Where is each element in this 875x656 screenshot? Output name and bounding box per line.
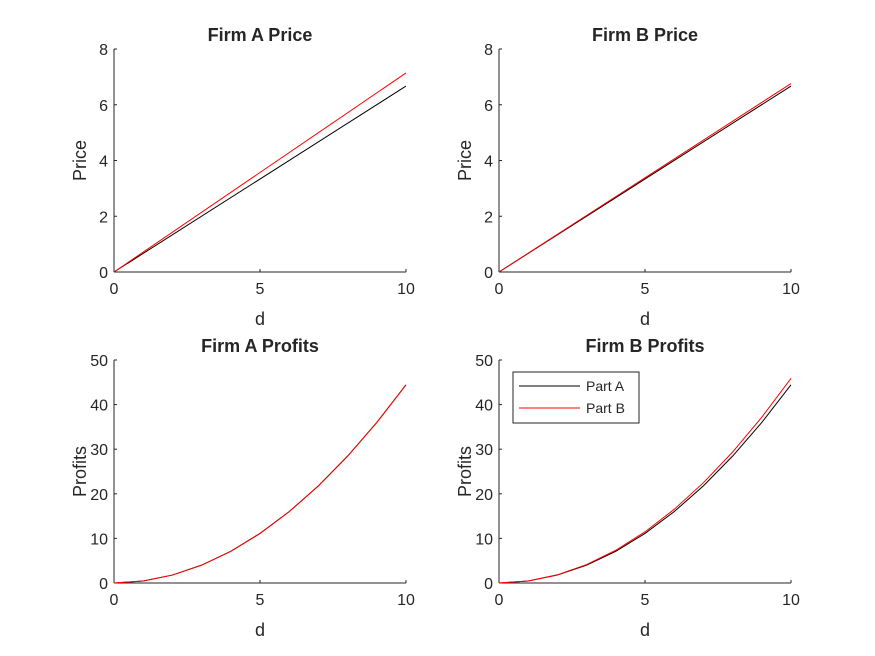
x-tick-label: 0	[495, 592, 504, 609]
y-tick-label: 10	[475, 531, 493, 548]
y-tick-label: 50	[475, 353, 493, 370]
chart-title: Firm B Price	[592, 25, 698, 45]
y-tick-label: 20	[475, 487, 493, 504]
legend-entry-label: Part A	[586, 378, 625, 394]
x-tick-label: 5	[641, 592, 650, 609]
y-tick-label: 0	[99, 265, 108, 282]
x-tick-label: 5	[641, 281, 650, 298]
x-axis-label: d	[255, 620, 265, 640]
y-axis-label: Profits	[70, 446, 90, 497]
y-tick-label: 0	[484, 265, 493, 282]
legend-box	[512, 371, 640, 424]
y-tick-label: 50	[90, 353, 108, 370]
subplot-1: 0 5 10 0 2 4 6 8 Firm A Price d Price	[70, 25, 415, 329]
series-line-1	[113, 384, 407, 584]
series-line-1	[113, 85, 407, 273]
subplot-3: 0 5 10 0 10 20 30 40 50 Firm A Profits d Profits	[70, 336, 415, 640]
x-axis-label: d	[255, 309, 265, 329]
subplot-4: 0 5 10 0 10 20 30 40 50 Firm B Profits d Profits Par…	[455, 336, 800, 640]
series-line-2	[113, 384, 407, 584]
y-tick-label: 10	[90, 531, 108, 548]
y-tick-label: 20	[90, 487, 108, 504]
series-line-2	[113, 72, 407, 273]
x-axis-label: d	[640, 620, 650, 640]
y-tick-label: 0	[484, 576, 493, 593]
chart-title: Firm B Profits	[585, 336, 704, 356]
y-axis-label: Price	[455, 140, 475, 181]
y-tick-label: 8	[484, 42, 493, 59]
series-line-2	[498, 83, 792, 273]
legend-entry-label: Part B	[586, 400, 625, 416]
y-tick-label: 6	[99, 98, 108, 115]
y-tick-label: 2	[484, 209, 493, 226]
x-tick-label: 0	[110, 592, 119, 609]
y-tick-label: 2	[99, 209, 108, 226]
x-tick-label: 5	[256, 281, 265, 298]
chart-title: Firm A Profits	[201, 336, 319, 356]
y-tick-label: 30	[90, 442, 108, 459]
y-tick-label: 0	[99, 576, 108, 593]
y-tick-label: 40	[475, 398, 493, 415]
x-tick-label: 5	[256, 592, 265, 609]
y-tick-label: 8	[99, 42, 108, 59]
y-tick-label: 30	[475, 442, 493, 459]
x-axis-label: d	[640, 309, 650, 329]
subplot-2: 0 5 10 0 2 4 6 8 Firm B Price d Price	[455, 25, 800, 329]
y-axis-label: Profits	[455, 446, 475, 497]
series-line-2	[498, 378, 792, 584]
x-tick-label: 10	[782, 281, 800, 298]
y-tick-label: 6	[484, 98, 493, 115]
y-axis-label: Price	[70, 140, 90, 181]
chart-title: Firm A Price	[208, 25, 313, 45]
y-tick-label: 4	[484, 154, 493, 171]
x-tick-label: 0	[110, 281, 119, 298]
x-tick-label: 10	[397, 281, 415, 298]
x-tick-label: 0	[495, 281, 504, 298]
x-tick-label: 10	[397, 592, 415, 609]
x-tick-label: 10	[782, 592, 800, 609]
y-tick-label: 4	[99, 154, 108, 171]
legend: Part A Part B	[512, 371, 640, 424]
y-tick-label: 40	[90, 398, 108, 415]
